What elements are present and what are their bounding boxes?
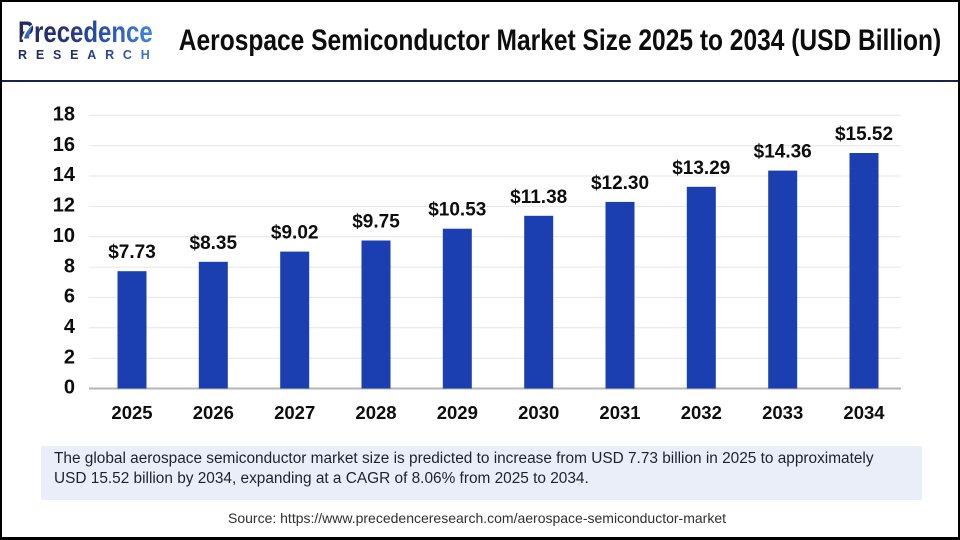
svg-text:10: 10 (53, 225, 75, 247)
svg-text:$14.36: $14.36 (754, 142, 812, 163)
svg-text:$9.75: $9.75 (352, 212, 400, 233)
svg-text:14: 14 (53, 164, 76, 186)
svg-text:2030: 2030 (518, 402, 559, 423)
svg-text:2029: 2029 (437, 402, 478, 423)
svg-text:$9.02: $9.02 (271, 223, 319, 244)
svg-text:$7.73: $7.73 (108, 242, 156, 263)
svg-text:2028: 2028 (355, 402, 396, 423)
svg-text:2027: 2027 (274, 402, 315, 423)
svg-text:12: 12 (53, 195, 75, 217)
svg-text:$8.35: $8.35 (190, 233, 238, 254)
svg-text:$11.38: $11.38 (510, 187, 567, 208)
svg-text:2033: 2033 (762, 402, 803, 423)
svg-text:2034: 2034 (843, 402, 885, 423)
svg-text:6: 6 (64, 286, 75, 308)
svg-text:2026: 2026 (193, 402, 234, 423)
svg-text:$10.53: $10.53 (428, 200, 486, 221)
svg-text:2: 2 (64, 346, 75, 368)
svg-text:18: 18 (53, 104, 75, 126)
svg-text:$12.30: $12.30 (591, 173, 649, 194)
svg-text:$13.29: $13.29 (672, 158, 730, 179)
svg-text:2025: 2025 (111, 402, 152, 423)
svg-text:$15.52: $15.52 (835, 124, 893, 145)
svg-text:4: 4 (64, 316, 76, 338)
svg-text:8: 8 (64, 255, 75, 277)
svg-text:16: 16 (53, 134, 75, 156)
svg-text:2032: 2032 (681, 402, 722, 423)
svg-text:2031: 2031 (599, 402, 640, 423)
svg-text:0: 0 (64, 377, 75, 399)
